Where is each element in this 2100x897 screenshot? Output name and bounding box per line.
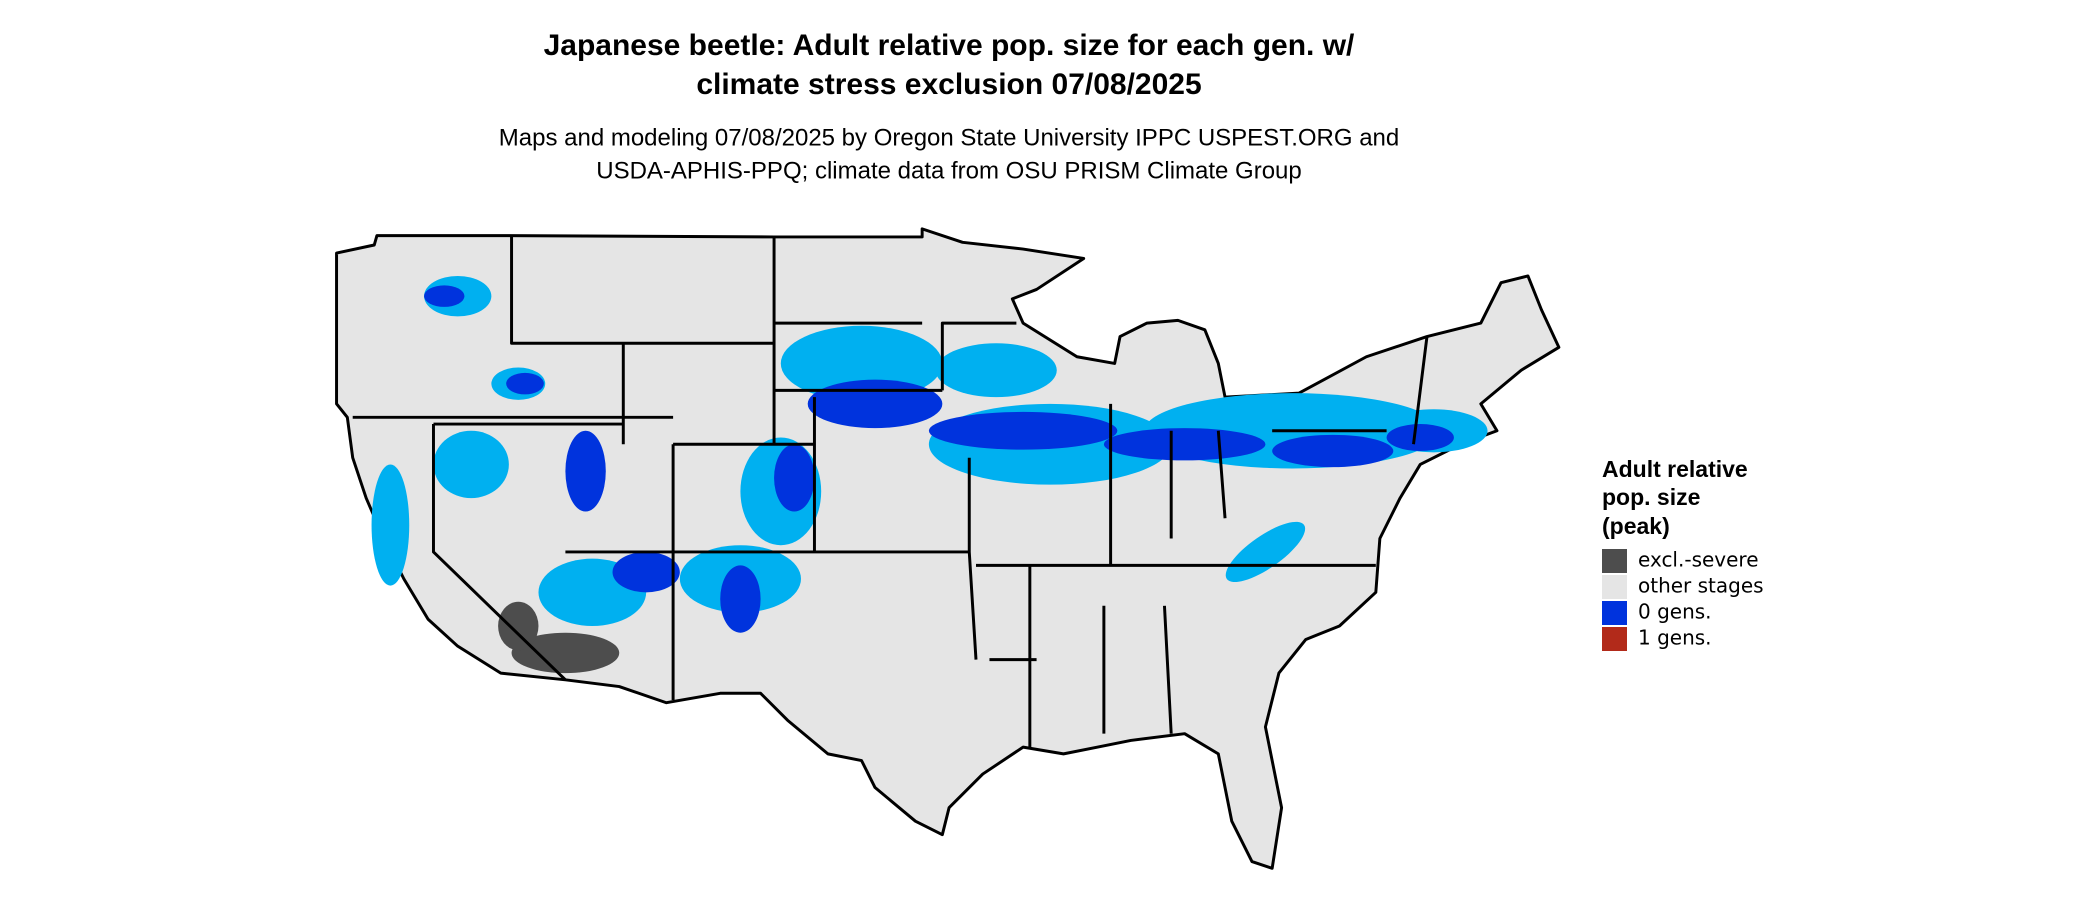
legend-swatch	[1602, 627, 1627, 651]
legend-swatch	[1602, 601, 1627, 625]
excluded-areas	[498, 601, 620, 674]
state-border	[352, 235, 1429, 748]
legend-title-line: pop. size	[1602, 484, 1700, 510]
subtitle-line: Maps and modeling 07/08/2025 by Oregon S…	[499, 124, 1399, 151]
legend: Adult relative pop. size (peak) excl.-se…	[1602, 456, 1764, 651]
legend-label: 1 gens.	[1638, 626, 1712, 650]
us-outline	[335, 227, 1561, 870]
legend-title-line: Adult relative	[1602, 456, 1748, 482]
legend-title-line: (peak)	[1602, 513, 1670, 539]
legend-label: other stages	[1638, 574, 1764, 598]
title-line: Japanese beetle: Adult relative pop. siz…	[544, 29, 1355, 62]
title-line: climate stress exclusion 07/08/2025	[696, 68, 1201, 101]
legend-swatch	[1602, 549, 1627, 573]
us-map	[335, 227, 1561, 870]
legend-label: excl.-severe	[1638, 548, 1759, 572]
legend-swatch	[1602, 575, 1627, 599]
legend-label: 0 gens.	[1638, 600, 1712, 624]
subtitle-line: USDA-APHIS-PPQ; climate data from OSU PR…	[596, 157, 1302, 184]
